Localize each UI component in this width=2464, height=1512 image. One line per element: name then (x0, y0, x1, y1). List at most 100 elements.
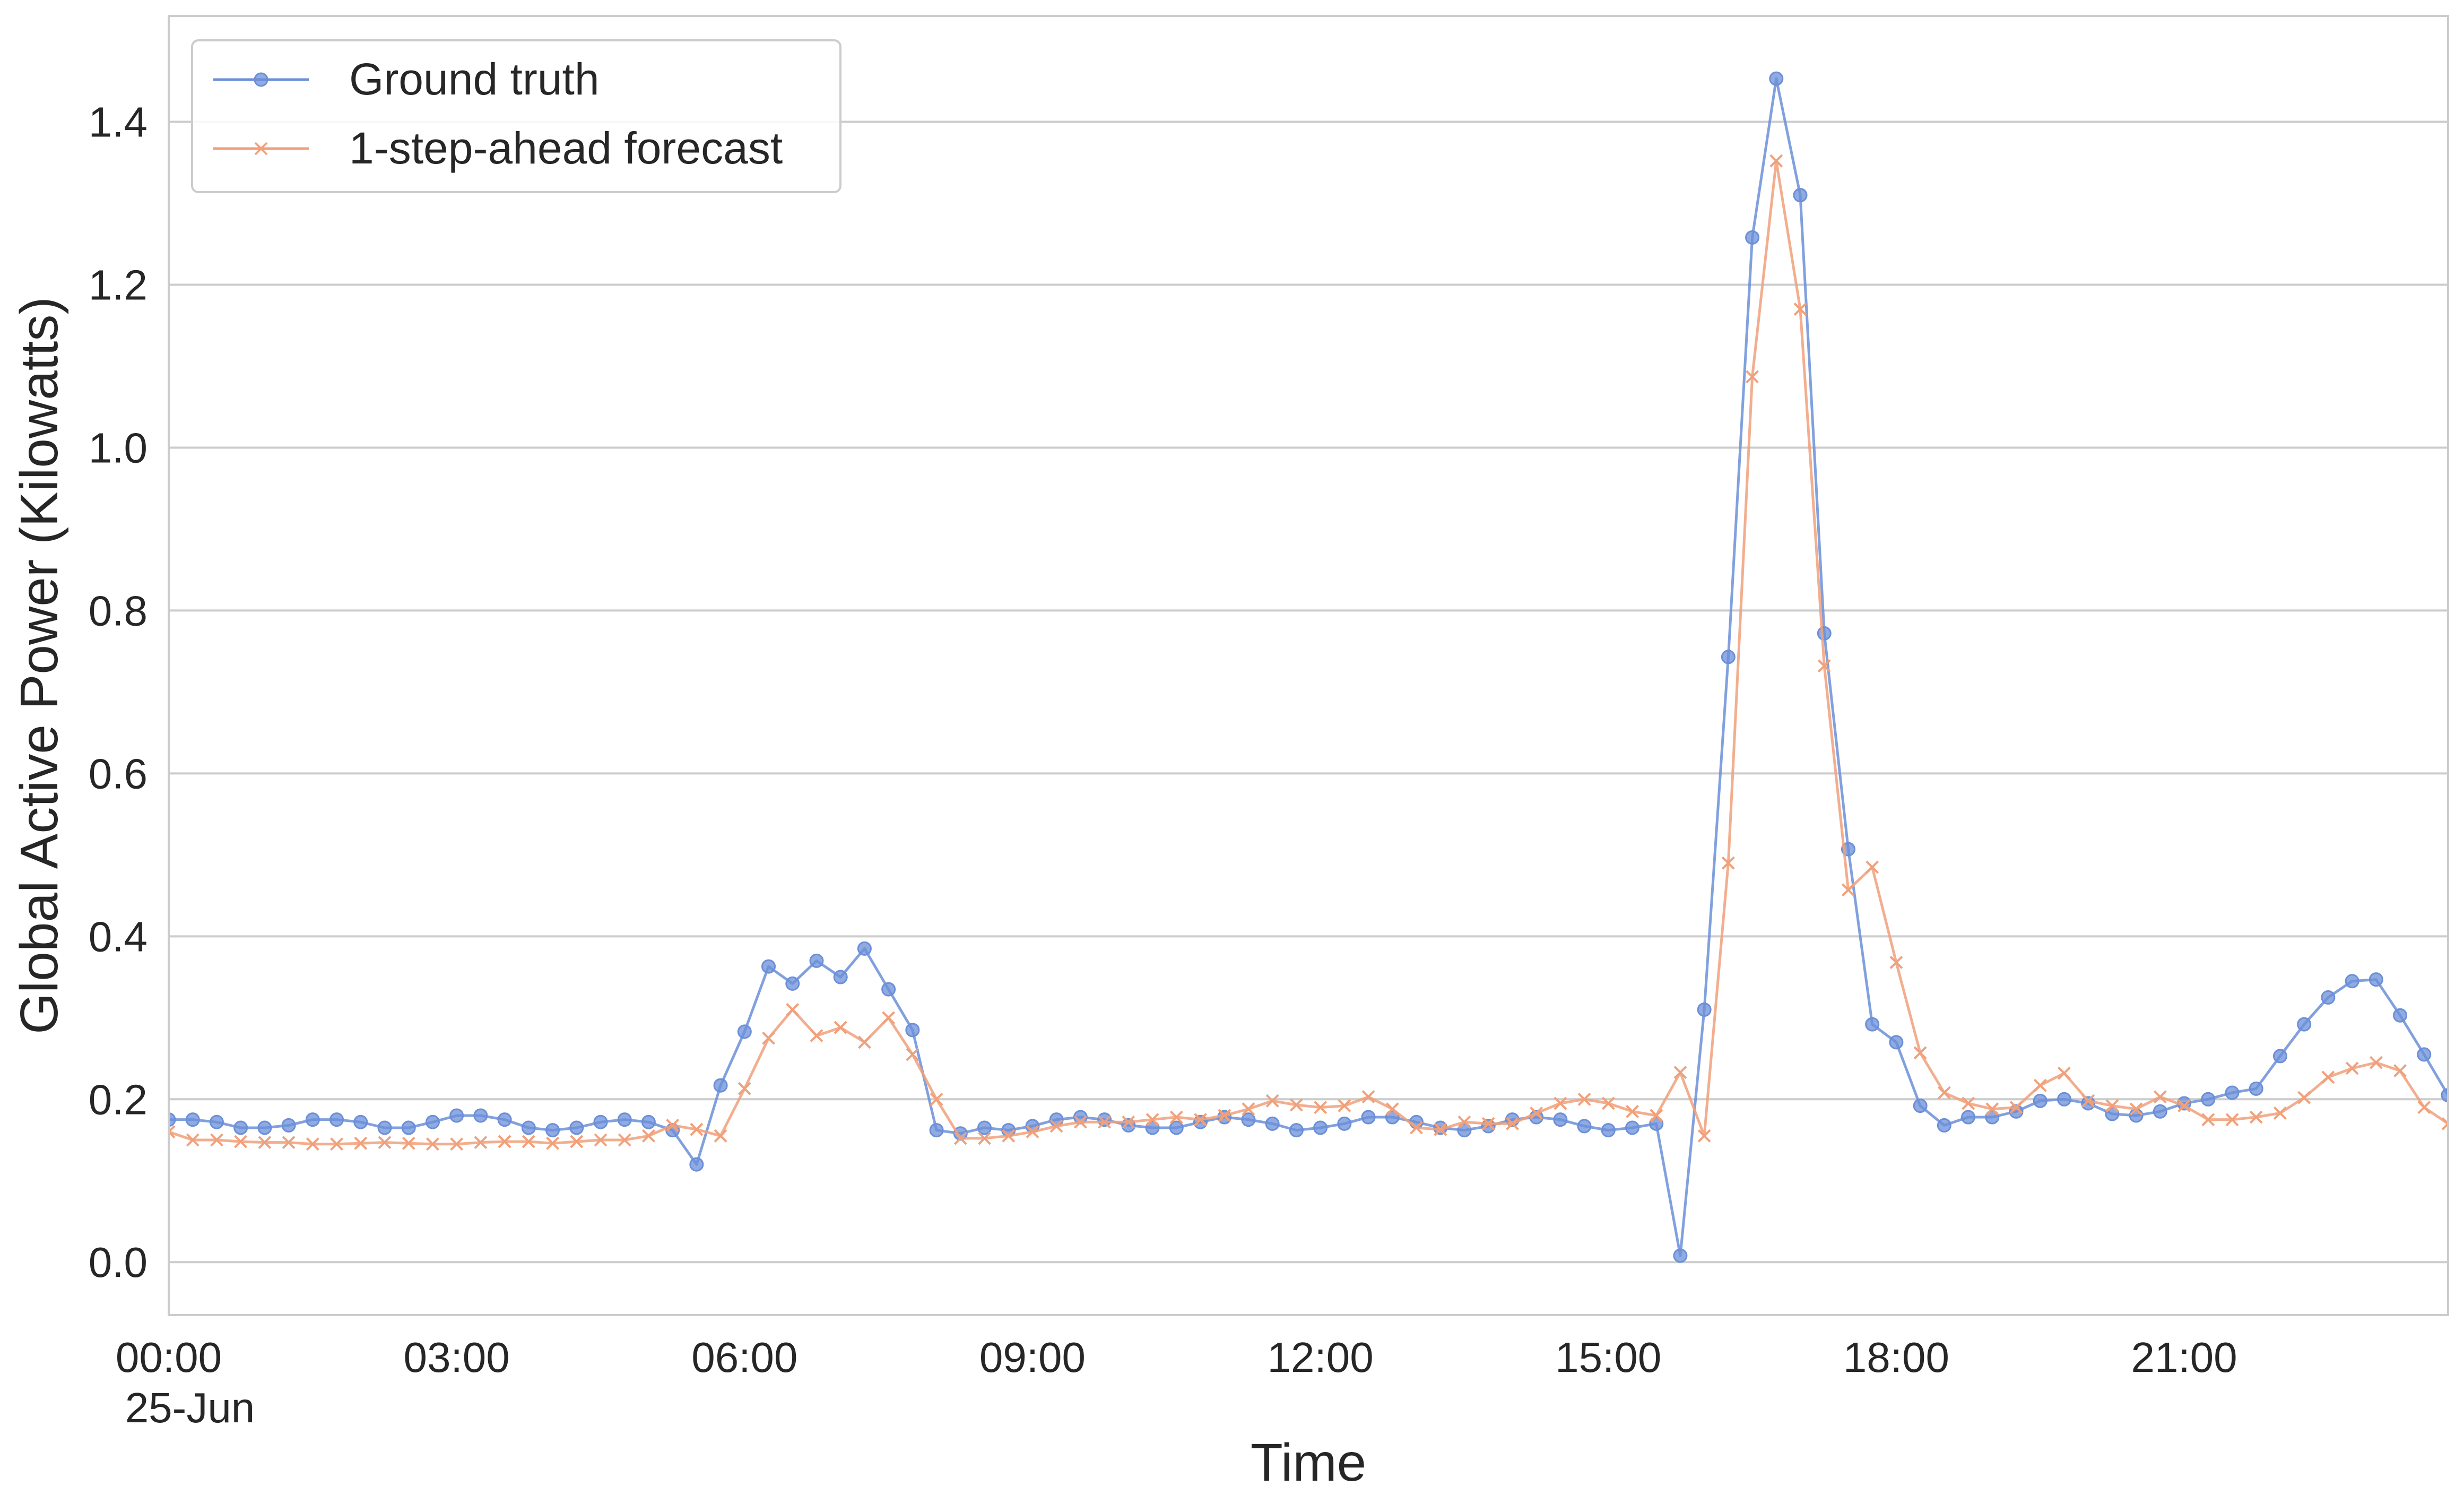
data-point (1745, 230, 1760, 245)
data-point (1865, 1017, 1880, 1032)
data-point (1889, 1035, 1904, 1050)
data-point (2201, 1113, 2215, 1127)
x-tick-label: 21:00 (2131, 1334, 2237, 1381)
data-point (1650, 1109, 1663, 1122)
data-point (1194, 1113, 1207, 1127)
data-point (1554, 1096, 1567, 1110)
data-point (809, 953, 824, 968)
data-point (1530, 1106, 1543, 1120)
data-point (281, 1118, 296, 1133)
data-point (354, 1136, 368, 1150)
data-point (209, 1114, 224, 1129)
data-point (1337, 1116, 1352, 1131)
data-point (1673, 1248, 1688, 1263)
data-point (2321, 1070, 2335, 1084)
data-point (1985, 1102, 1999, 1116)
data-point (1410, 1121, 1423, 1135)
data-point (1481, 1119, 1496, 1134)
data-point (2177, 1099, 2191, 1112)
data-point (1314, 1101, 1328, 1114)
data-point (1937, 1118, 1951, 1133)
data-point (233, 1120, 248, 1135)
x-tick-sublabel: 25-Jun (125, 1384, 255, 1431)
data-point (1338, 1099, 1351, 1112)
data-point (1361, 1110, 1376, 1125)
data-point (521, 1120, 536, 1135)
data-point (785, 976, 800, 991)
data-point (330, 1137, 343, 1151)
data-point (169, 1112, 176, 1127)
data-point (1434, 1122, 1447, 1136)
data-point (2081, 1094, 2095, 1108)
data-point (929, 1123, 944, 1138)
data-point (977, 1120, 992, 1135)
data-point (1626, 1104, 1639, 1118)
data-point (833, 970, 848, 984)
data-point (306, 1137, 319, 1151)
data-point (1769, 154, 1783, 168)
data-point (690, 1122, 704, 1136)
data-point (1913, 1099, 1928, 1113)
legend-label: 1-step-ahead forecast (349, 123, 783, 173)
data-point (810, 1029, 823, 1042)
data-point (713, 1078, 728, 1093)
y-tick-label: 0.2 (89, 1076, 148, 1123)
data-point (2274, 1106, 2287, 1120)
data-point (1697, 1002, 1712, 1017)
data-point (185, 1112, 200, 1127)
data-point (1793, 188, 1808, 203)
data-point (1913, 1046, 1927, 1060)
legend-label: Ground truth (349, 54, 600, 104)
data-point (2441, 1117, 2448, 1130)
data-point (762, 1031, 775, 1045)
legend-box (191, 39, 841, 193)
data-point (1385, 1110, 1400, 1125)
data-point (1697, 1129, 1711, 1143)
data-point (425, 1114, 440, 1129)
data-point (401, 1120, 416, 1135)
data-point (2393, 1064, 2407, 1077)
data-point (1746, 370, 1759, 384)
data-point (570, 1135, 584, 1148)
data-point (1169, 1110, 1183, 1124)
data-point (1601, 1123, 1616, 1138)
plot-area (169, 71, 2448, 1263)
data-point (2369, 1056, 2383, 1069)
data-point (1649, 1116, 1664, 1131)
data-point (378, 1136, 392, 1150)
data-point (1577, 1092, 1591, 1106)
data-point (257, 1120, 272, 1135)
data-point (2393, 1008, 2408, 1023)
data-point (738, 1082, 751, 1095)
data-point (1457, 1123, 1472, 1138)
series-forecast (169, 154, 2448, 1151)
data-point (1961, 1110, 1976, 1125)
axes-frame (168, 15, 2449, 1316)
data-point (761, 959, 776, 974)
data-point (642, 1129, 655, 1143)
data-point (1457, 1115, 1471, 1129)
data-point (1385, 1102, 1399, 1116)
y-tick-label: 1.4 (89, 99, 148, 146)
data-point (618, 1133, 631, 1147)
data-point (1889, 956, 1903, 969)
data-point (1146, 1113, 1159, 1127)
data-point (569, 1120, 584, 1135)
y-tick-label: 1.0 (89, 424, 148, 471)
data-point (617, 1112, 632, 1127)
data-point (930, 1092, 943, 1106)
data-point (953, 1131, 967, 1145)
legend-entry: Ground truth (213, 54, 600, 104)
x-tick-label: 09:00 (979, 1334, 1086, 1381)
data-point (1289, 1123, 1304, 1138)
data-point (450, 1137, 464, 1151)
data-point (1026, 1125, 1039, 1139)
data-point (1265, 1116, 1280, 1131)
data-point (1817, 626, 1832, 641)
legend: Ground truth 1-step-ahead forecast (191, 39, 841, 193)
data-point (473, 1108, 488, 1123)
data-point (1073, 1115, 1087, 1129)
data-point (2201, 1092, 2216, 1107)
y-gridlines (169, 120, 2448, 1264)
